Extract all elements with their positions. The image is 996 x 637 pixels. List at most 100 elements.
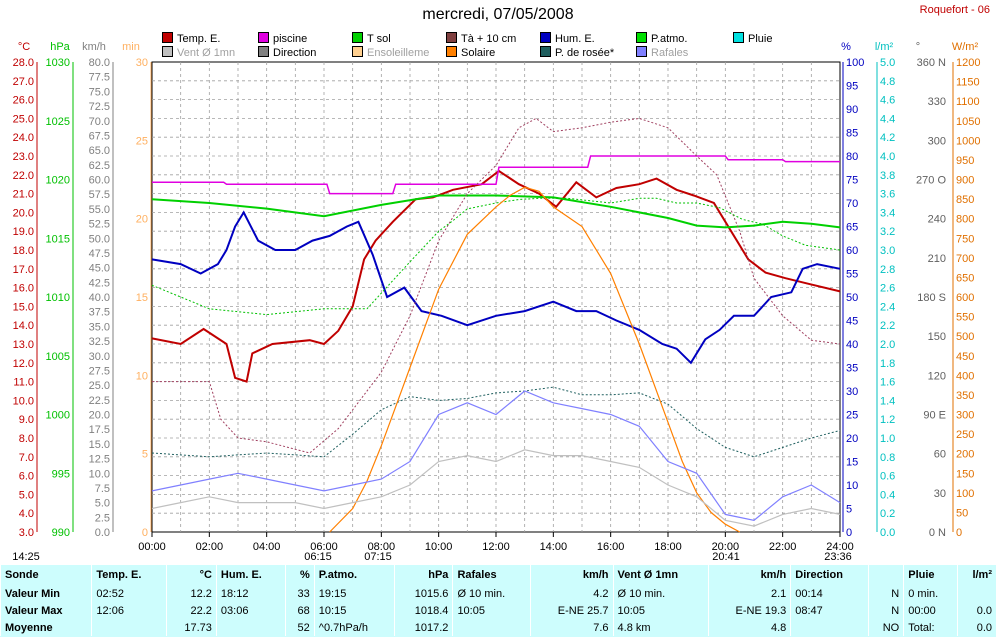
table-cell: 68 [284,602,315,619]
table-cell: 17.73 [165,619,217,636]
axis-header-solar: W/m² [952,41,979,53]
table-header-cell: km/h [708,565,791,585]
table-header-cell: km/h [530,565,614,585]
rain-axis-tick-label: 0.0 [880,527,895,539]
humidity-axis-tick-label: 95 [846,81,858,93]
legend-label: Vent Ø 1mn [177,47,236,59]
wind-axis-tick-label: 40.0 [89,292,110,304]
x-tick-label: 18:00 [654,541,682,553]
solar-axis-tick-label: 50 [956,507,968,519]
rain-axis-tick-label: 3.0 [880,245,895,257]
humidity-axis-tick-label: 35 [846,363,858,375]
pressure-axis-tick-label: 995 [52,468,70,480]
pressure-axis-tick-label: 1025 [46,116,70,128]
legend-label: Tà + 10 cm [461,33,517,45]
table-header-cell: Direction [790,565,869,585]
wind-axis-tick-label: 80.0 [89,57,110,69]
solar-axis-tick-label: 1000 [956,135,980,147]
wind-axis-tick-label: 62.5 [89,160,110,172]
pressure-axis-tick-label: 1000 [46,410,70,422]
table-cell: 12:06 [91,602,167,619]
direction-tick-label: 270 O [916,175,946,187]
rain-axis-tick-label: 1.0 [880,433,895,445]
wind-axis-tick-label: 5.0 [95,498,110,510]
wind-axis-tick-label: 77.5 [89,72,110,84]
table-cell: 10:05 [612,602,709,619]
wind-axis-tick-label: 7.5 [95,483,110,495]
sun-minutes-axis-tick-label: 30 [136,57,148,69]
pressure-axis-tick-label: 1020 [46,175,70,187]
series-piscine [152,155,840,195]
legend-item: Rafales [636,46,688,59]
legend-swatch [540,32,551,43]
humidity-axis-tick-label: 50 [846,292,858,304]
axis-header-wind: km/h [82,41,106,53]
table-cell: 10:05 [452,602,531,619]
legend-label: Hum. E. [555,33,595,45]
table-header-cell: Temp. E. [91,565,167,585]
wind-axis-tick-label: 45.0 [89,263,110,275]
x-tick-label: 00:00 [138,541,166,553]
table-cell: N [868,602,904,619]
rain-axis-tick-label: 1.8 [880,358,895,370]
temp-axis-tick-label: 25.0 [13,113,34,125]
table-header-row: Sonde Temp. E. °C Hum. E.% P.atmo. hPa Rafales… [0,565,996,585]
table-cell: Valeur Min [0,585,92,602]
x-tick-label: 22:00 [769,541,797,553]
table-cell: 00:14 [790,585,869,602]
rain-axis-tick-label: 5.0 [880,57,895,69]
wind-axis-tick-label: 42.5 [89,277,110,289]
legend-label: P.atmo. [651,33,688,45]
solar-axis-tick-label: 1150 [956,77,980,89]
series-t-sol [151,194,841,229]
temp-axis-tick-label: 28.0 [13,57,34,69]
temp-axis-tick-label: 3.0 [19,527,34,539]
table-cell: 18:12 [215,585,286,602]
temp-axis-tick-label: 17.0 [13,264,34,276]
wind-axis-tick-label: 22.5 [89,395,110,407]
wind-axis-tick-label: 67.5 [89,130,110,142]
legend-swatch [636,32,647,43]
rain-axis-tick-label: 3.4 [880,207,895,219]
wind-axis-tick-label: 57.5 [89,189,110,201]
humidity-axis-tick-label: 80 [846,151,858,163]
time-marker-label: 14:25 [12,551,40,563]
table-header-cell: Sonde [0,565,92,585]
axis-header-min: min [122,41,140,53]
series-p-atmo- [151,197,841,316]
wind-axis-tick-label: 37.5 [89,307,110,319]
station-name: Roquefort - 06 [919,4,990,16]
table-cell: ^0.7hPa/h [313,619,395,636]
chart-title: mercredi, 07/05/2008 [422,6,574,23]
wind-axis-tick-label: 15.0 [89,439,110,451]
table-cell: 00:00 [903,602,958,619]
rain-axis-tick-label: 1.2 [880,414,895,426]
axis-header-hum: % [841,41,851,53]
table-cell: E-NE 19.3 [708,602,791,619]
wind-axis-tick-label: 25.0 [89,380,110,392]
legend-item: Temp. E. [162,32,220,45]
pressure-axis-tick-label: 1015 [46,233,70,245]
wind-axis-tick-label: 75.0 [89,86,110,98]
summary-table-grid: Sonde Temp. E. °C Hum. E.% P.atmo. hPa Rafales… [0,565,996,636]
wind-axis-tick-label: 50.0 [89,233,110,245]
wind-axis-tick-label: 30.0 [89,351,110,363]
legend-item: Solaire [446,46,495,59]
table-header-cell: hPa [393,565,453,585]
temp-axis-tick-label: 21.0 [13,189,34,201]
temp-axis-tick-label: 26.0 [13,95,34,107]
legend-label: T sol [367,33,391,45]
table-cell: 0.0 [956,619,996,636]
solar-axis-tick-label: 350 [956,390,974,402]
solar-axis-tick-label: 1050 [956,116,980,128]
direction-tick-label: 120 [928,370,946,382]
wind-axis-tick-label: 72.5 [89,101,110,113]
direction-tick-label: 330 [928,96,946,108]
direction-tick-label: 0 N [929,527,946,539]
temp-axis-tick-label: 8.0 [19,433,34,445]
table-header-cell: °C [165,565,217,585]
x-tick-label: 12:00 [482,541,510,553]
table-cell: 1017.2 [393,619,453,636]
wind-axis-tick-label: 52.5 [89,219,110,231]
table-cell: Moyenne [0,619,92,636]
